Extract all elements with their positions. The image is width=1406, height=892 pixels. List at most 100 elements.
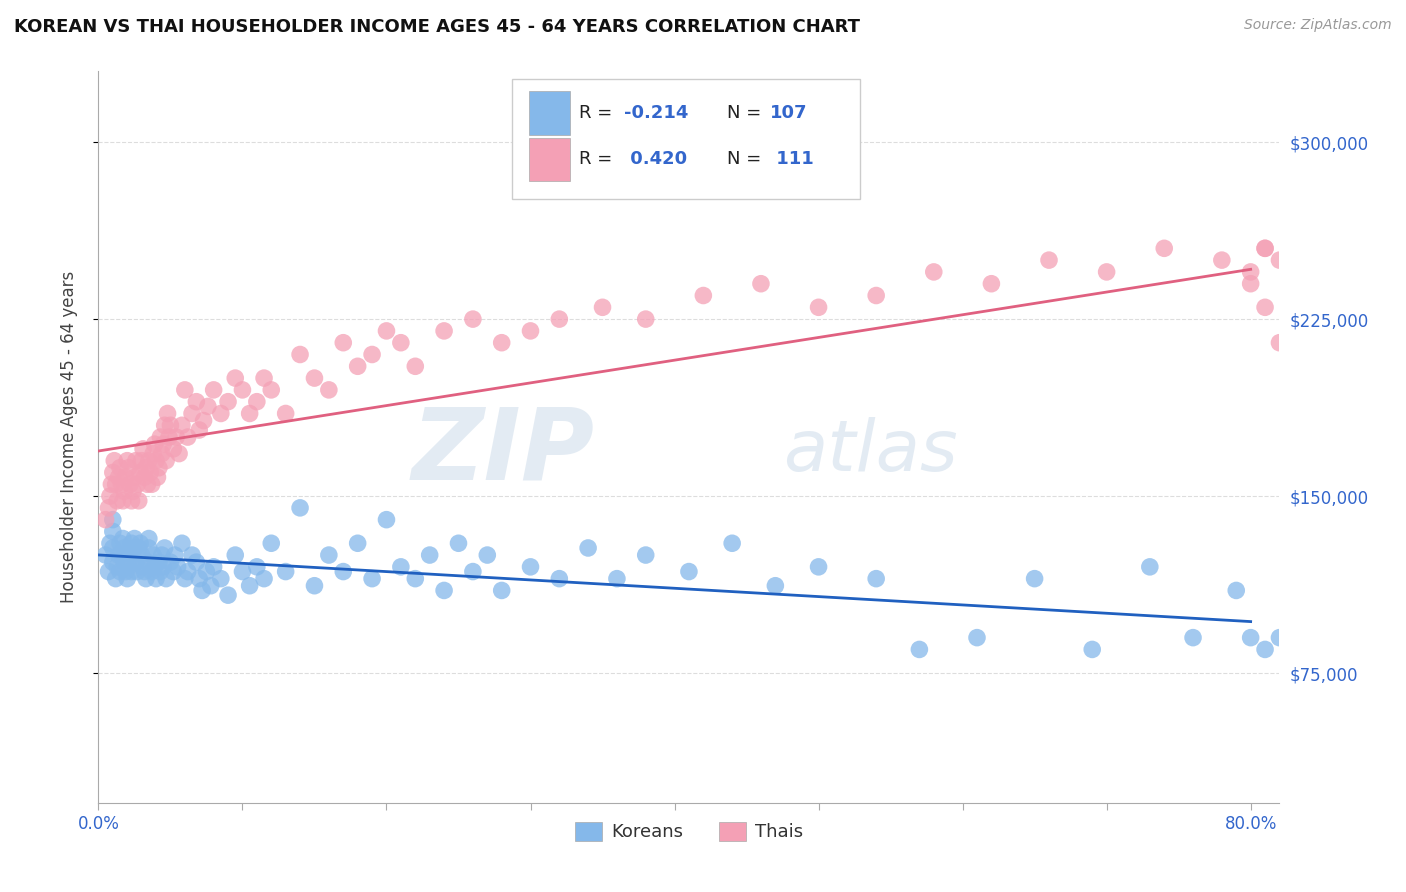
Point bbox=[101, 513, 124, 527]
Point bbox=[576, 541, 599, 555]
Point bbox=[129, 466, 152, 480]
FancyBboxPatch shape bbox=[530, 137, 569, 181]
Point bbox=[156, 407, 179, 421]
Point bbox=[170, 418, 193, 433]
Point bbox=[120, 477, 142, 491]
Point bbox=[135, 460, 157, 475]
Point bbox=[678, 565, 700, 579]
Point bbox=[1268, 335, 1291, 350]
Point bbox=[191, 583, 214, 598]
Point bbox=[122, 484, 145, 499]
Point bbox=[97, 500, 120, 515]
Point bbox=[149, 565, 172, 579]
Point bbox=[152, 437, 174, 451]
Point bbox=[150, 548, 173, 562]
Point bbox=[162, 442, 184, 456]
Point bbox=[908, 642, 931, 657]
Point bbox=[346, 536, 368, 550]
Point bbox=[202, 383, 225, 397]
Point bbox=[274, 565, 297, 579]
Point bbox=[1282, 277, 1305, 291]
Point bbox=[1312, 288, 1334, 302]
Point bbox=[519, 559, 541, 574]
Point bbox=[105, 493, 128, 508]
Point bbox=[253, 371, 276, 385]
Point bbox=[224, 548, 246, 562]
Point bbox=[1296, 301, 1319, 315]
Point bbox=[332, 335, 354, 350]
Point bbox=[115, 572, 138, 586]
Point bbox=[477, 548, 499, 562]
Point bbox=[173, 572, 195, 586]
Point bbox=[239, 407, 262, 421]
Point bbox=[101, 466, 124, 480]
Point bbox=[361, 572, 384, 586]
Point bbox=[98, 489, 121, 503]
Point bbox=[128, 541, 150, 555]
Point bbox=[1326, 265, 1348, 279]
Point bbox=[97, 565, 120, 579]
Point bbox=[136, 477, 159, 491]
Point bbox=[149, 430, 172, 444]
Point bbox=[125, 453, 148, 467]
Point bbox=[1326, 241, 1348, 255]
Point bbox=[361, 347, 384, 361]
Text: ZIP: ZIP bbox=[412, 403, 595, 500]
Point bbox=[124, 532, 146, 546]
Point bbox=[132, 442, 155, 456]
Point bbox=[108, 460, 131, 475]
Point bbox=[807, 301, 830, 315]
Point bbox=[1340, 241, 1362, 255]
Point bbox=[111, 532, 134, 546]
Text: -0.214: -0.214 bbox=[624, 104, 689, 122]
Point bbox=[157, 430, 180, 444]
Point bbox=[318, 548, 340, 562]
Point bbox=[209, 572, 232, 586]
Point bbox=[148, 460, 170, 475]
Point bbox=[1312, 642, 1334, 657]
Point bbox=[141, 565, 163, 579]
Point bbox=[110, 477, 132, 491]
Text: R =: R = bbox=[579, 150, 619, 168]
Point bbox=[129, 536, 152, 550]
Point bbox=[1312, 335, 1334, 350]
Point bbox=[304, 579, 326, 593]
Point bbox=[112, 555, 135, 569]
Point bbox=[115, 453, 138, 467]
Point bbox=[101, 541, 124, 555]
Point bbox=[1296, 324, 1319, 338]
Point bbox=[120, 548, 142, 562]
Point bbox=[195, 565, 218, 579]
Point bbox=[224, 371, 246, 385]
Point bbox=[105, 559, 128, 574]
Point bbox=[104, 572, 127, 586]
Point bbox=[1296, 654, 1319, 668]
Point bbox=[186, 555, 208, 569]
Point bbox=[1254, 241, 1277, 255]
Point bbox=[239, 579, 262, 593]
Point bbox=[122, 548, 145, 562]
Point bbox=[141, 477, 163, 491]
Point bbox=[177, 430, 200, 444]
Point bbox=[153, 541, 176, 555]
Point bbox=[202, 559, 225, 574]
Point bbox=[142, 548, 165, 562]
Point bbox=[138, 453, 160, 467]
Point bbox=[101, 555, 124, 569]
Text: N =: N = bbox=[727, 104, 766, 122]
Point bbox=[193, 413, 215, 427]
Point bbox=[138, 532, 160, 546]
Point bbox=[143, 559, 166, 574]
Point bbox=[107, 470, 129, 484]
Point bbox=[165, 430, 187, 444]
Point bbox=[101, 524, 124, 539]
Point bbox=[94, 548, 117, 562]
Text: KOREAN VS THAI HOUSEHOLDER INCOME AGES 45 - 64 YEARS CORRELATION CHART: KOREAN VS THAI HOUSEHOLDER INCOME AGES 4… bbox=[14, 18, 860, 36]
Point bbox=[404, 359, 426, 374]
Point bbox=[118, 559, 141, 574]
Point bbox=[749, 277, 772, 291]
Point bbox=[145, 572, 167, 586]
Point bbox=[145, 453, 167, 467]
Point bbox=[461, 312, 484, 326]
Point bbox=[200, 579, 222, 593]
